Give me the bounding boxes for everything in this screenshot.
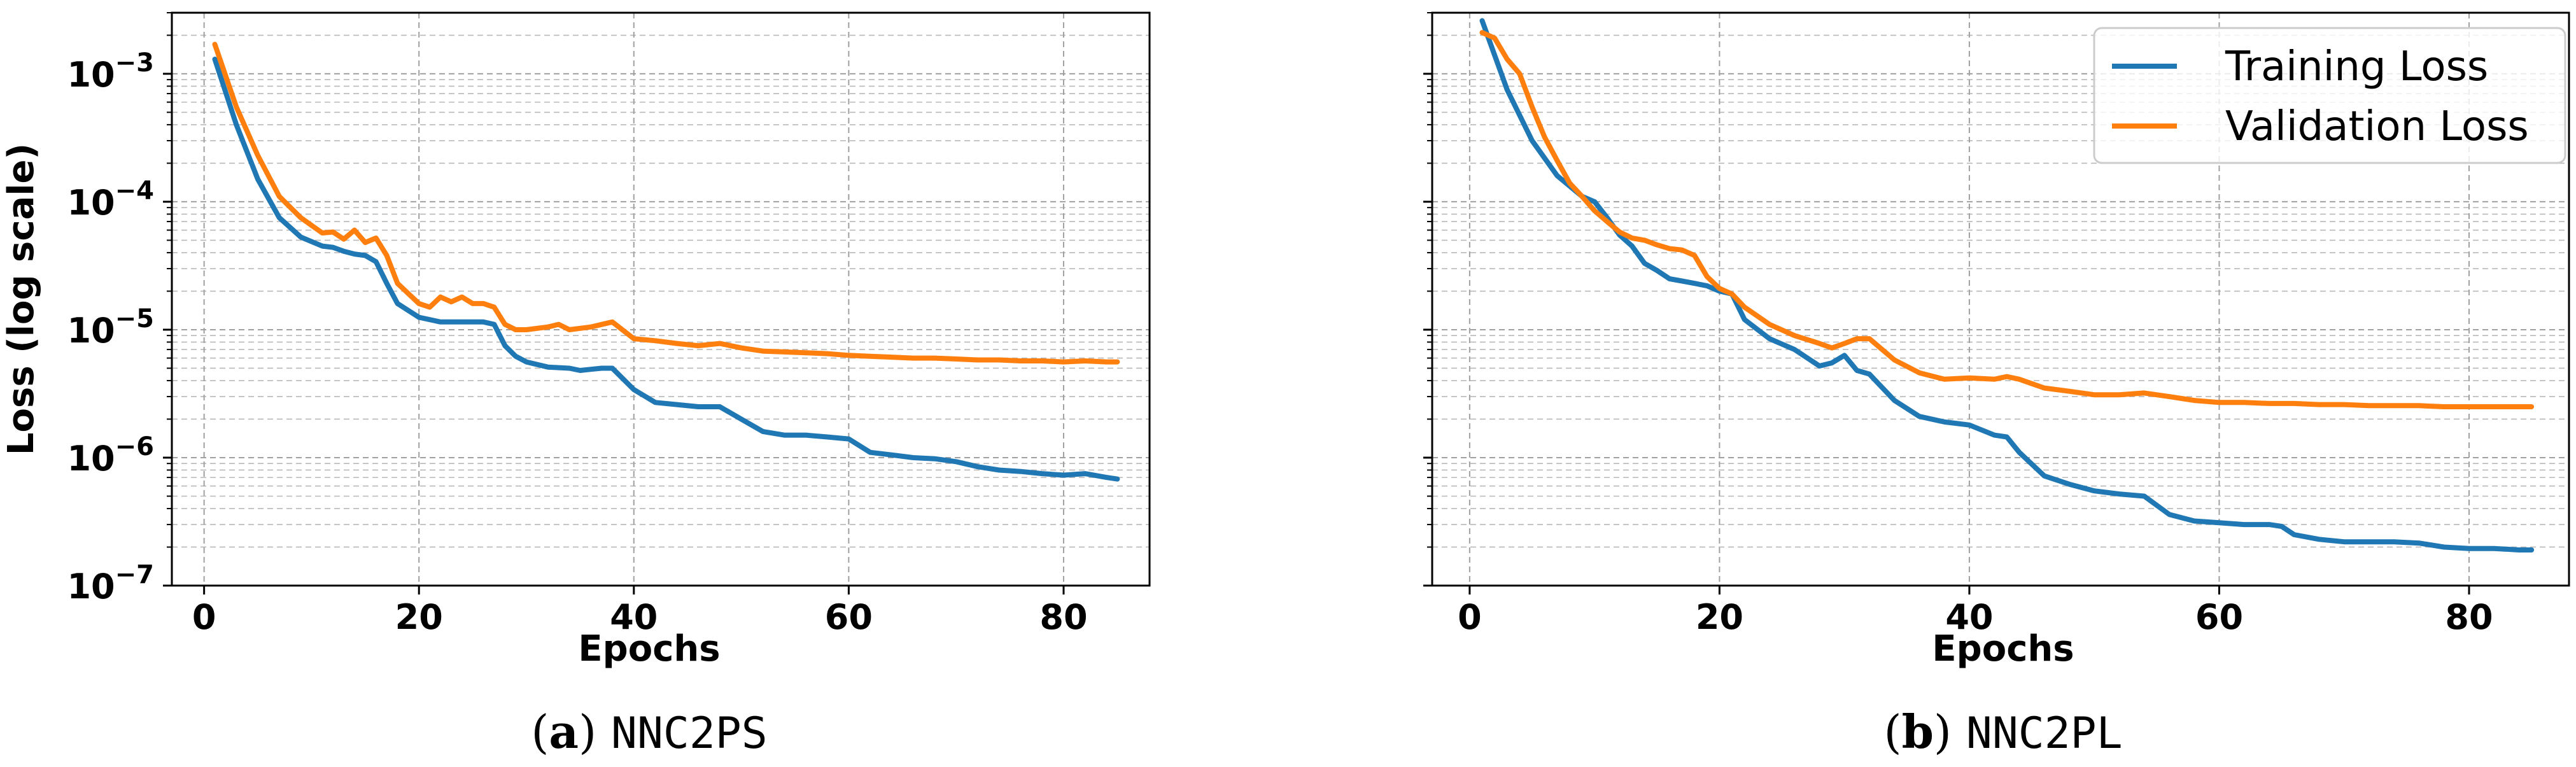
x-tick-label-a: 20 (395, 597, 443, 637)
y-tick-label-a: 10−6 (67, 432, 154, 479)
xlabel-b: Epochs (1932, 628, 2074, 670)
x-tick-label-b: 20 (1696, 597, 1743, 637)
caption-a: (a) NNC2PS (531, 705, 767, 759)
caption-b-name: NNC2PL (1966, 708, 2123, 759)
y-tick-label-a: 10−7 (67, 560, 154, 607)
y-tick-label-a: 10−5 (67, 304, 154, 351)
validation-loss-line-b (1479, 30, 2535, 409)
x-tick-label-a: 80 (1039, 597, 1087, 637)
legend-label-training: Training Loss (2225, 43, 2488, 90)
x-tick-label-b: 60 (2195, 597, 2243, 637)
chart-panel-b: 0 20 40 60 80 (1423, 11, 2570, 637)
ylabel-a: Loss (log scale) (1, 143, 42, 455)
training-loss-line-b (1479, 18, 2535, 552)
x-tick-label-a: 60 (825, 597, 873, 637)
x-tick-label-b: 40 (1945, 597, 1993, 637)
xlabel-a: Epochs (578, 628, 720, 670)
x-tick-label-a: 40 (610, 597, 658, 637)
caption-b-letter: b (1902, 705, 1934, 759)
y-tick-label-a: 10−3 (67, 48, 154, 95)
legend-label-validation: Validation Loss (2225, 103, 2529, 150)
plot-frame-b (1431, 11, 2570, 587)
plot-frame-a (171, 11, 1151, 587)
caption-b: (b) NNC2PL (1883, 705, 2122, 759)
y-tick-label-a: 10−4 (67, 176, 154, 223)
validation-loss-line-a (212, 41, 1120, 365)
x-tick-label-b: 0 (1458, 597, 1482, 637)
x-tick-label-b: 80 (2445, 597, 2493, 637)
chart-panel-a: 0 20 40 60 80 10−3 10−4 10−5 10−6 10−7 (67, 11, 1151, 637)
caption-a-name: NNC2PS (611, 708, 768, 759)
legend-box (2093, 27, 2566, 164)
x-tick-label-a: 0 (192, 597, 216, 637)
training-loss-line-a (212, 57, 1120, 482)
legend: Training Loss Validation Loss (2093, 27, 2566, 164)
caption-a-letter: a (549, 705, 579, 759)
